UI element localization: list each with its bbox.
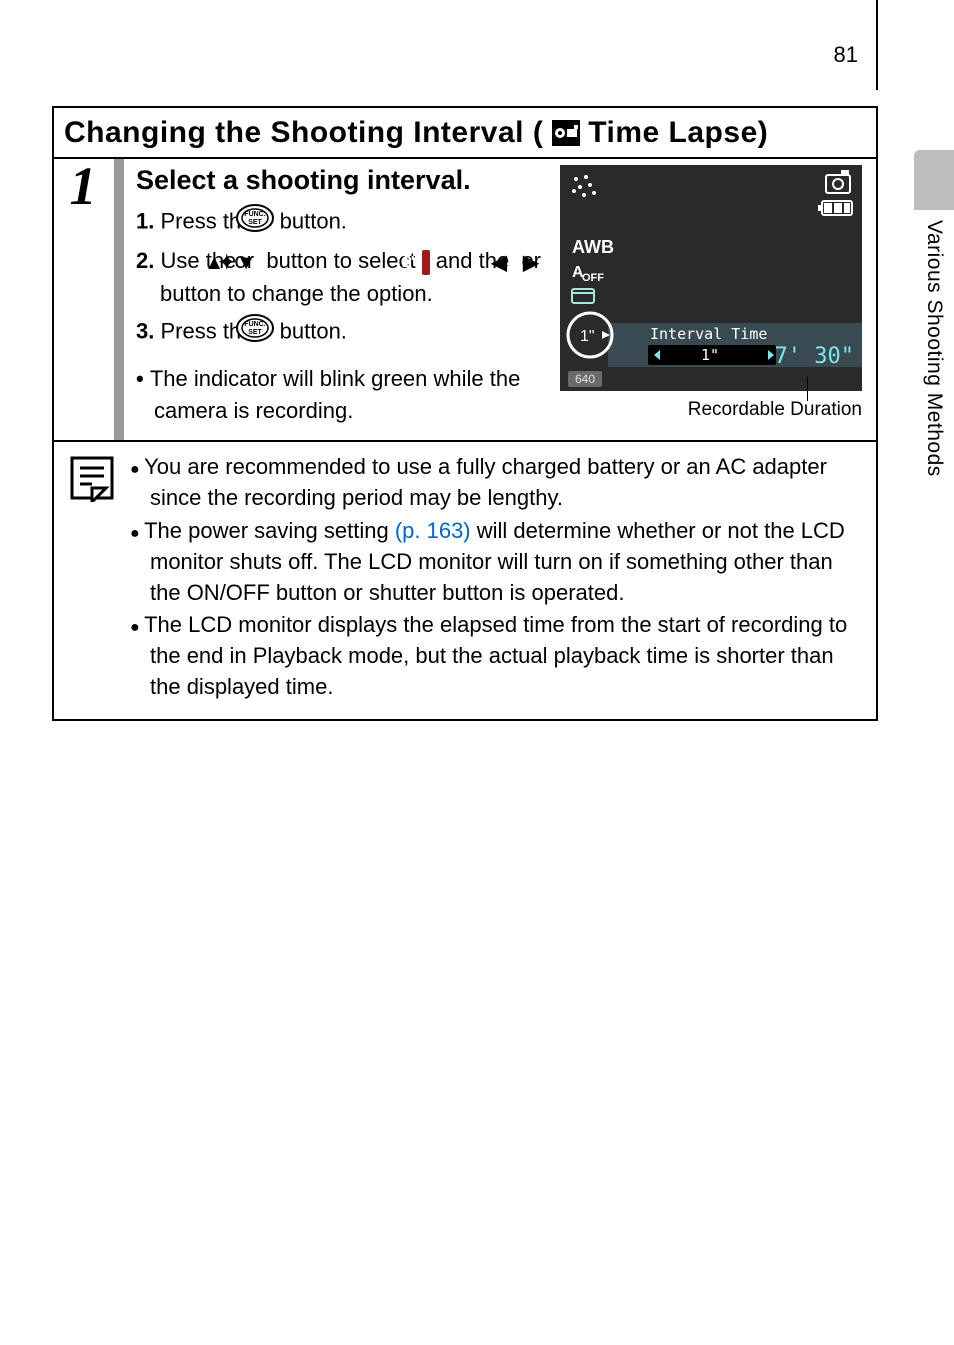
- note-3-text: The LCD monitor displays the elapsed tim…: [144, 612, 847, 699]
- step-accent-bar: [114, 159, 124, 440]
- section-title-after: Time Lapse): [588, 116, 768, 149]
- side-tab: Various Shooting Methods: [914, 150, 954, 570]
- lcd-res: 640: [575, 372, 595, 386]
- note-1-text: You are recommended to use a fully charg…: [144, 454, 827, 510]
- section-title-before: Changing the Shooting Interval (: [64, 116, 543, 149]
- lcd-interval-value: 1": [701, 346, 719, 364]
- section-title-bar: Changing the Shooting Interval ( Time La…: [54, 108, 876, 157]
- lcd-preview: AWB A OFF Interval Time 1": [560, 165, 862, 391]
- note-2-a: The power saving setting: [144, 518, 395, 543]
- side-tab-shade: [914, 150, 954, 210]
- func-set-button-icon: FUNC. SET: [260, 204, 274, 241]
- func-set-button-icon: FUNC. SET: [260, 314, 274, 351]
- t2c: button to select: [266, 248, 421, 273]
- note-2: The power saving setting (p. 163) will d…: [130, 516, 862, 608]
- svg-text:1": 1": [580, 328, 595, 345]
- substep-2: 2. Use the ✦u▲ or ▼ button to select 1" …: [136, 245, 556, 310]
- page-number: 81: [834, 42, 858, 68]
- t2a: Use the: [154, 248, 242, 273]
- t2f: button to change the option.: [160, 281, 433, 306]
- t3b: button.: [280, 318, 347, 343]
- timelapse-mode-icon: [552, 120, 580, 151]
- note-icon-cell: [64, 452, 120, 704]
- lcd-callout-line: [807, 377, 808, 401]
- substep-2-num: 2.: [136, 248, 154, 273]
- substep-1-text-b: button.: [280, 208, 347, 233]
- lcd-caption: Recordable Duration: [688, 399, 862, 421]
- substep-1-num: 1.: [136, 208, 154, 233]
- notes-body: You are recommended to use a fully charg…: [130, 452, 862, 704]
- step-note-bullet: The indicator will blink green while the…: [136, 363, 576, 427]
- page-ref-link[interactable]: (p. 163): [395, 518, 471, 543]
- header-rule-vertical: [876, 0, 878, 90]
- step-1: 1 Select a shooting interval. 1. Press t…: [54, 157, 876, 440]
- notes-block: You are recommended to use a fully charg…: [54, 440, 876, 718]
- lcd-off: OFF: [582, 272, 604, 284]
- svg-text:SET: SET: [248, 329, 262, 336]
- lcd-awb: AWB: [572, 237, 614, 257]
- svg-text:SET: SET: [248, 219, 262, 226]
- lcd-duration: 7' 30": [775, 344, 854, 369]
- substep-3-num: 3.: [136, 318, 154, 343]
- step-note-text: The indicator will blink green while the…: [150, 366, 521, 423]
- content-box: Changing the Shooting Interval ( Time La…: [52, 106, 878, 721]
- step-number-cell: 1: [54, 159, 114, 440]
- lcd-interval-label: Interval Time: [650, 325, 767, 343]
- note-1: You are recommended to use a fully charg…: [130, 452, 862, 514]
- svg-text:FUNC.: FUNC.: [244, 321, 265, 328]
- memo-icon: [68, 454, 116, 502]
- interval-badge: 1": [422, 250, 430, 275]
- note-3: The LCD monitor displays the elapsed tim…: [130, 610, 862, 702]
- step-body: Select a shooting interval. 1. Press the…: [124, 159, 876, 440]
- svg-text:FUNC.: FUNC.: [244, 211, 265, 218]
- side-tab-label: Various Shooting Methods: [922, 220, 946, 477]
- step-number: 1: [70, 159, 97, 213]
